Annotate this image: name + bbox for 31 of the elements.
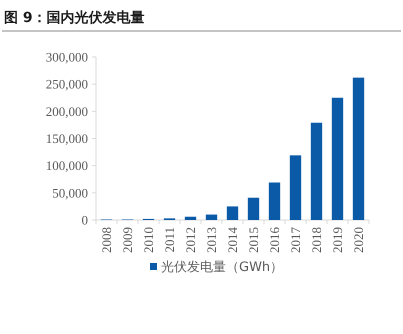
x-tick-label: 2009 bbox=[120, 227, 135, 253]
y-tick-label: 150,000 bbox=[46, 131, 88, 146]
x-tick-label: 2018 bbox=[309, 227, 324, 253]
bar bbox=[310, 122, 322, 220]
x-tick-label: 2014 bbox=[225, 226, 240, 253]
y-tick-label: 200,000 bbox=[46, 104, 88, 119]
chart-title: 图 9：国内光伏发电量 bbox=[4, 10, 145, 26]
y-tick-label: 300,000 bbox=[46, 50, 88, 64]
bar bbox=[184, 216, 196, 220]
x-tick-label: 2010 bbox=[141, 227, 156, 253]
y-tick-label: 100,000 bbox=[46, 158, 88, 174]
x-tick-label: 2013 bbox=[204, 227, 219, 253]
x-tick-label: 2016 bbox=[267, 226, 282, 253]
x-tick-label: 2011 bbox=[162, 227, 177, 253]
bar bbox=[290, 155, 302, 220]
bar bbox=[268, 182, 280, 220]
y-tick-label: 250,000 bbox=[46, 76, 88, 92]
bar bbox=[332, 98, 344, 220]
bar bbox=[226, 206, 238, 220]
bar bbox=[248, 198, 260, 220]
x-tick-label: 2012 bbox=[183, 227, 198, 253]
legend-label: 光伏发电量（GWh） bbox=[161, 260, 284, 275]
y-tick-label: 0 bbox=[82, 212, 88, 228]
bar bbox=[206, 214, 218, 220]
x-tick-label: 2015 bbox=[246, 227, 261, 253]
x-tick-label: 2008 bbox=[99, 227, 114, 253]
bar bbox=[352, 78, 364, 220]
x-tick-label: 2019 bbox=[330, 227, 345, 253]
x-tick-label: 2017 bbox=[288, 226, 303, 253]
x-tick-label: 2020 bbox=[351, 227, 366, 253]
y-tick-label: 50,000 bbox=[52, 185, 88, 200]
